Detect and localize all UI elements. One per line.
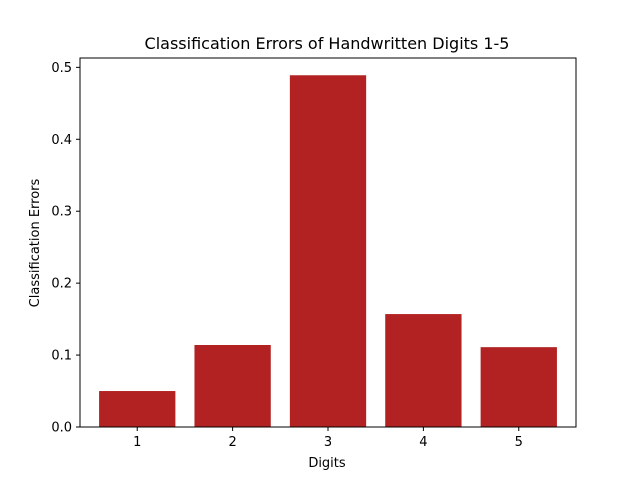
x-tick-label-3: 3 (324, 435, 332, 450)
bar-3 (289, 75, 367, 427)
x-tick-label-4: 4 (419, 435, 427, 450)
x-axis-label: Digits (308, 456, 346, 471)
y-axis-label: Classification Errors (28, 178, 43, 307)
y-tick-label-5: 0.5 (51, 61, 72, 76)
bar-4 (385, 314, 462, 427)
y-tick-label-4: 0.4 (51, 133, 72, 148)
x-tick-label-2: 2 (228, 435, 236, 450)
bar-5 (480, 347, 557, 427)
bar-2 (194, 345, 271, 427)
y-tick-label-2: 0.2 (51, 277, 72, 292)
x-tick-label-1: 1 (133, 435, 141, 450)
y-tick-label-0: 0.0 (51, 421, 72, 436)
bar-1 (99, 391, 176, 427)
x-tick-label-5: 5 (515, 435, 523, 450)
plot-area: 1 2 3 4 5 0.0 0.1 0.2 0.3 0.4 0.5 (51, 57, 577, 450)
chart-title: Classification Errors of Handwritten Dig… (145, 34, 510, 53)
y-tick-label-1: 0.1 (51, 349, 72, 364)
y-tick-label-3: 0.3 (51, 205, 72, 220)
